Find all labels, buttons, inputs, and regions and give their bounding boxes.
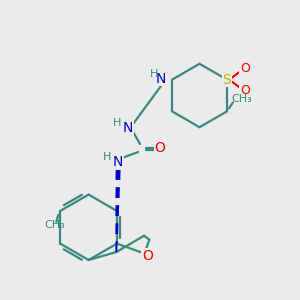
Text: CH₃: CH₃ bbox=[44, 220, 65, 230]
Text: N: N bbox=[123, 121, 134, 135]
Text: O: O bbox=[142, 248, 153, 262]
Text: S: S bbox=[223, 73, 231, 87]
Text: H: H bbox=[150, 69, 158, 79]
Text: O: O bbox=[154, 141, 165, 155]
Text: H: H bbox=[113, 118, 122, 128]
Text: CH₃: CH₃ bbox=[231, 94, 252, 104]
Text: H: H bbox=[103, 152, 112, 162]
Text: O: O bbox=[240, 62, 250, 75]
Text: O: O bbox=[240, 84, 250, 97]
Text: N: N bbox=[156, 72, 166, 86]
Text: N: N bbox=[113, 155, 124, 169]
